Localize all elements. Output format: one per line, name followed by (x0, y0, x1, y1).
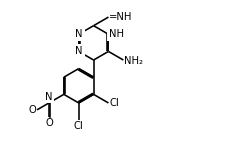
Text: N: N (45, 92, 52, 102)
Text: NH: NH (109, 29, 123, 39)
Text: N: N (75, 46, 82, 56)
Text: NH₂: NH₂ (124, 56, 143, 66)
Text: N: N (75, 29, 82, 39)
Text: O: O (28, 105, 36, 115)
Text: =NH: =NH (109, 12, 132, 22)
Text: Cl: Cl (73, 121, 83, 131)
Text: O: O (45, 118, 53, 128)
Text: Cl: Cl (109, 98, 119, 108)
